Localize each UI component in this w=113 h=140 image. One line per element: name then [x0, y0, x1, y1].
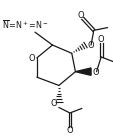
- Polygon shape: [75, 68, 90, 75]
- Text: O: O: [97, 35, 104, 44]
- Text: $\mathsf{{\overline{N}}{\!=\!}N^+{\!=\!}N^-}$: $\mathsf{{\overline{N}}{\!=\!}N^+{\!=\!}…: [2, 18, 49, 31]
- Text: O: O: [77, 11, 84, 20]
- Text: O: O: [92, 68, 99, 77]
- Text: O: O: [50, 99, 57, 108]
- Text: O: O: [29, 54, 35, 63]
- Text: O: O: [66, 126, 73, 135]
- Text: O: O: [87, 41, 93, 50]
